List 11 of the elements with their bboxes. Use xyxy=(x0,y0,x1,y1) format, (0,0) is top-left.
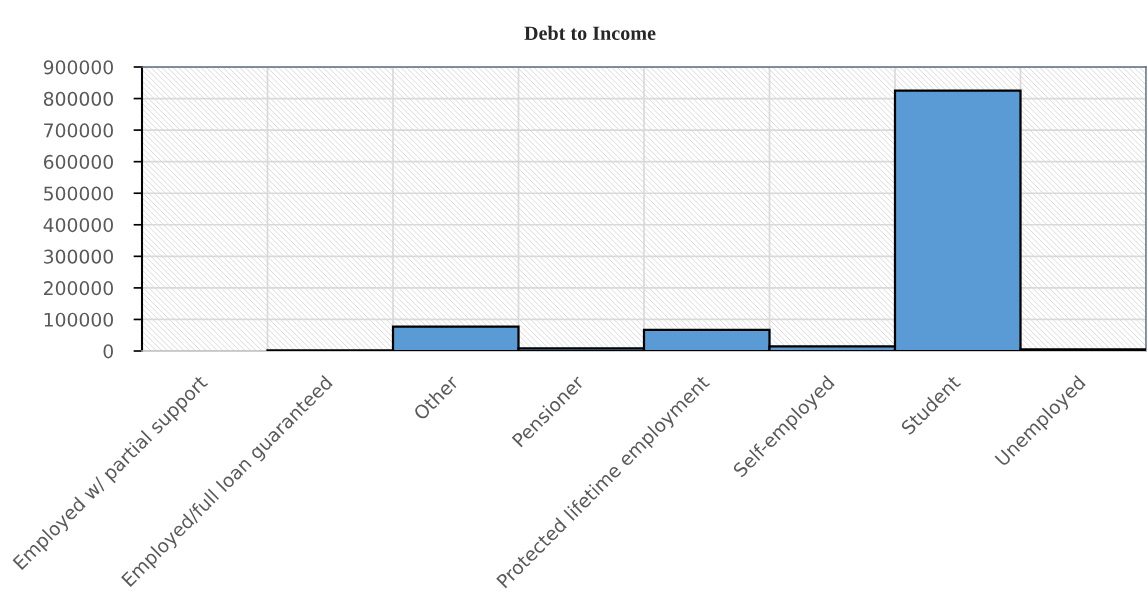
y-tick-label: 100000 xyxy=(44,312,113,327)
chart-title: Debt to Income xyxy=(524,25,656,41)
y-tick-label: 500000 xyxy=(44,186,113,201)
y-tick-label: 0 xyxy=(103,344,113,359)
y-tick-label: 900000 xyxy=(43,60,113,75)
y-tick-label: 400000 xyxy=(43,217,113,233)
y-tick-label: 200000 xyxy=(44,281,113,296)
y-tick-label: 800000 xyxy=(43,91,113,106)
y-tick-label: 700000 xyxy=(44,123,113,138)
y-tick-label: 600000 xyxy=(43,154,113,170)
y-tick-label: 300000 xyxy=(44,249,113,264)
